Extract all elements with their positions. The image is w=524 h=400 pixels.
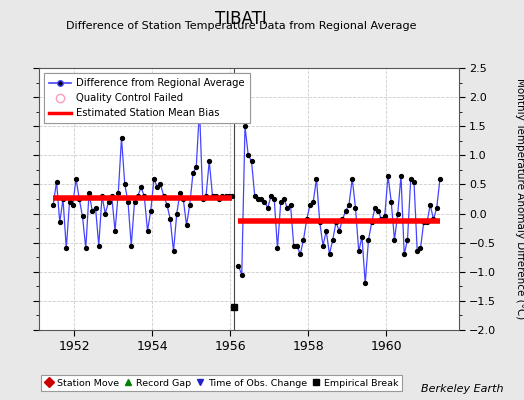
Y-axis label: Monthly Temperature Anomaly Difference (°C): Monthly Temperature Anomaly Difference (… xyxy=(516,78,524,320)
Legend: Station Move, Record Gap, Time of Obs. Change, Empirical Break: Station Move, Record Gap, Time of Obs. C… xyxy=(41,375,402,391)
Text: Difference of Station Temperature Data from Regional Average: Difference of Station Temperature Data f… xyxy=(66,21,416,31)
Text: TIBATI: TIBATI xyxy=(215,10,267,28)
Text: Berkeley Earth: Berkeley Earth xyxy=(421,384,503,394)
Legend: Difference from Regional Average, Quality Control Failed, Estimated Station Mean: Difference from Regional Average, Qualit… xyxy=(45,73,250,123)
